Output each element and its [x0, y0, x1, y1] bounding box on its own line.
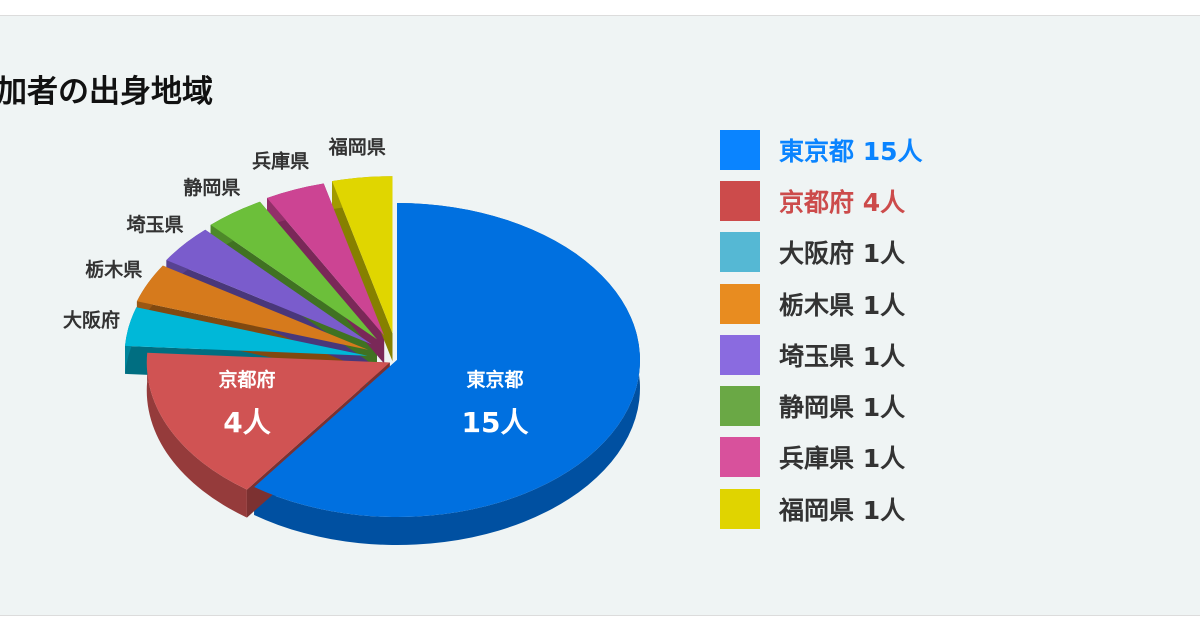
- legend-item: 福岡県 1人: [720, 483, 923, 534]
- legend-swatch: [720, 129, 760, 170]
- legend-label: 東京都 15人: [779, 136, 923, 166]
- legend-swatch: [720, 334, 760, 375]
- slice-label: 大阪府: [63, 309, 120, 332]
- slice-福岡県: [332, 176, 393, 334]
- legend-item: 東京都 15人: [720, 124, 923, 175]
- inside-label-name: 京都府: [218, 368, 275, 391]
- slice-label: 栃木県: [85, 258, 142, 281]
- slice-label: 福岡県: [328, 136, 386, 159]
- inside-label-name: 東京都: [466, 368, 523, 391]
- legend-item: 大阪府 1人: [720, 227, 923, 278]
- legend-item: 栃木県 1人: [720, 278, 923, 329]
- slice-label: 兵庫県: [252, 150, 309, 173]
- slice-label: 埼玉県: [127, 213, 184, 236]
- slice-兵庫県: [267, 183, 385, 336]
- legend-item: 兵庫県 1人: [720, 432, 923, 483]
- slice-京都府: [146, 352, 390, 490]
- chart-title: 加者の出身地域: [0, 74, 213, 110]
- legend-item: 京都府 4人: [720, 175, 923, 226]
- legend-label: 埼玉県 1人: [779, 341, 906, 371]
- legend-item: 埼玉県 1人: [720, 329, 923, 380]
- legend-item: 静岡県 1人: [720, 380, 923, 431]
- slice-side-京都府: [146, 352, 247, 518]
- legend-swatch: [720, 283, 760, 324]
- legend-swatch: [720, 386, 760, 427]
- legend-label: 大阪府 1人: [779, 239, 906, 269]
- legend-label: 栃木県 1人: [779, 290, 906, 320]
- legend-label: 福岡県 1人: [779, 495, 906, 525]
- slice-大阪府: [125, 307, 368, 356]
- legend-label: 兵庫県 1人: [779, 444, 906, 474]
- slice-埼玉県: [166, 229, 372, 345]
- slice-東京都: [254, 203, 641, 517]
- inside-label-count: 4人: [223, 406, 270, 439]
- slice-wall-福岡県-0: [332, 181, 393, 362]
- slice-label: 静岡県: [183, 176, 240, 199]
- legend-swatch: [720, 488, 760, 529]
- slice-side-東京都: [254, 203, 641, 545]
- slice-静岡県: [210, 201, 378, 340]
- inside-label-count: 15人: [462, 406, 529, 439]
- legend-swatch: [720, 437, 760, 478]
- legend-swatch: [720, 180, 760, 221]
- legend-swatch: [720, 232, 760, 273]
- slice-栃木県: [136, 265, 369, 350]
- legend-label: 静岡県 1人: [779, 393, 906, 423]
- pie-tops: [125, 176, 641, 517]
- legend-label: 京都府 4人: [779, 187, 906, 217]
- legend: 東京都 15人 京都府 4人 大阪府 1人 栃木県 1人 埼玉県 1人 静岡県 1人 兵庫県…: [720, 124, 923, 534]
